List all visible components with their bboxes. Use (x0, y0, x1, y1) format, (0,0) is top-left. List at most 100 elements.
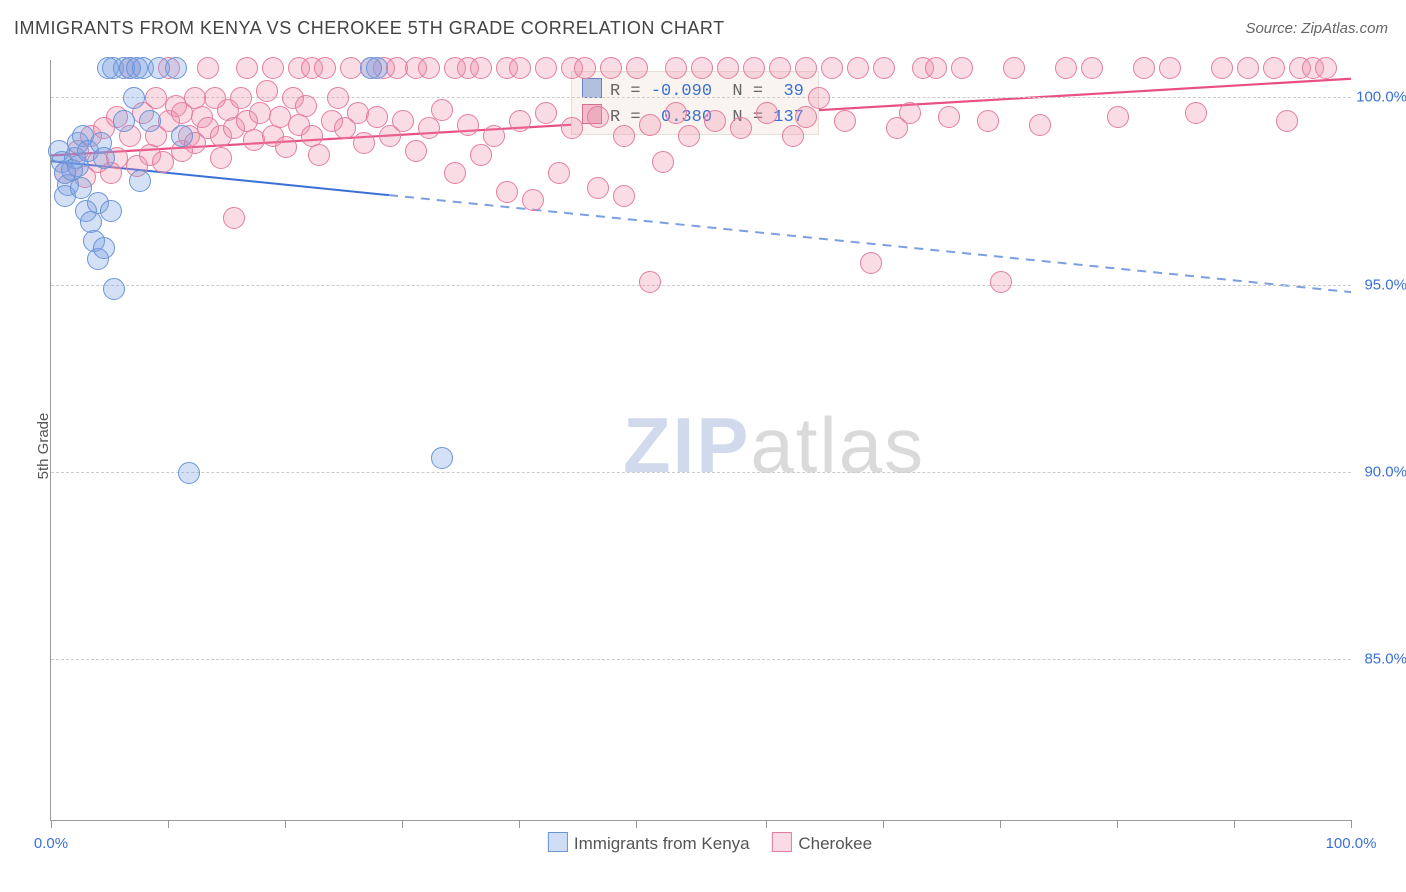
scatter-point-pink (308, 144, 330, 166)
scatter-point-pink (522, 189, 544, 211)
scatter-point-pink (704, 110, 726, 132)
scatter-point-pink (1315, 57, 1337, 79)
stats-legend-box: R = -0.090 N = 39R = 0.380 N = 137 (571, 71, 819, 135)
series-legend: Immigrants from Kenya Cherokee (530, 832, 872, 854)
scatter-point-blue (139, 110, 161, 132)
scatter-point-pink (353, 132, 375, 154)
x-tick (1234, 820, 1235, 828)
scatter-point-pink (327, 87, 349, 109)
scatter-point-pink (509, 57, 531, 79)
legend-label-b: Cherokee (798, 834, 872, 853)
scatter-point-pink (1276, 110, 1298, 132)
scatter-point-pink (1159, 57, 1181, 79)
x-tick (883, 820, 884, 828)
scatter-point-blue (113, 110, 135, 132)
scatter-point-pink (249, 102, 271, 124)
scatter-point-pink (262, 57, 284, 79)
scatter-point-pink (925, 57, 947, 79)
scatter-point-pink (418, 57, 440, 79)
y-tick-label: 85.0% (1355, 651, 1406, 668)
scatter-point-pink (847, 57, 869, 79)
chart-title: IMMIGRANTS FROM KENYA VS CHEROKEE 5TH GR… (14, 18, 725, 39)
scatter-point-pink (470, 57, 492, 79)
trend-lines-layer (51, 60, 1351, 820)
legend-swatch-pink (772, 832, 792, 852)
x-tick (519, 820, 520, 828)
scatter-point-pink (613, 125, 635, 147)
scatter-point-pink (1055, 57, 1077, 79)
y-tick-label: 90.0% (1355, 463, 1406, 480)
chart-plot-area: ZIPatlas R = -0.090 N = 39R = 0.380 N = … (50, 60, 1351, 821)
scatter-point-pink (236, 57, 258, 79)
scatter-point-pink (860, 252, 882, 274)
x-tick (168, 820, 169, 828)
x-tick-label: 100.0% (1326, 835, 1377, 852)
scatter-point-blue (178, 462, 200, 484)
scatter-point-pink (444, 162, 466, 184)
scatter-point-pink (256, 80, 278, 102)
gridline-y (51, 472, 1351, 473)
scatter-point-pink (834, 110, 856, 132)
scatter-point-pink (223, 207, 245, 229)
scatter-point-pink (509, 110, 531, 132)
scatter-point-pink (535, 57, 557, 79)
scatter-point-blue (100, 200, 122, 222)
scatter-point-pink (1237, 57, 1259, 79)
y-tick-label: 100.0% (1355, 89, 1406, 106)
scatter-point-pink (347, 102, 369, 124)
scatter-point-pink (230, 87, 252, 109)
scatter-point-pink (457, 114, 479, 136)
scatter-point-pink (977, 110, 999, 132)
scatter-point-pink (730, 117, 752, 139)
scatter-point-pink (821, 57, 843, 79)
scatter-point-pink (1211, 57, 1233, 79)
scatter-point-pink (1263, 57, 1285, 79)
scatter-point-pink (652, 151, 674, 173)
scatter-point-blue (93, 237, 115, 259)
x-tick (1000, 820, 1001, 828)
scatter-point-pink (496, 181, 518, 203)
scatter-point-pink (951, 57, 973, 79)
scatter-point-pink (613, 185, 635, 207)
scatter-point-pink (1185, 102, 1207, 124)
scatter-point-pink (483, 125, 505, 147)
scatter-point-blue (165, 57, 187, 79)
scatter-point-pink (782, 125, 804, 147)
x-tick (636, 820, 637, 828)
scatter-point-pink (990, 271, 1012, 293)
gridline-y (51, 659, 1351, 660)
scatter-point-pink (535, 102, 557, 124)
scatter-point-pink (1003, 57, 1025, 79)
x-tick (1351, 820, 1352, 828)
x-tick-label: 0.0% (34, 835, 68, 852)
scatter-point-pink (587, 106, 609, 128)
scatter-point-pink (1133, 57, 1155, 79)
y-tick-label: 95.0% (1355, 276, 1406, 293)
scatter-point-pink (145, 87, 167, 109)
scatter-point-pink (899, 102, 921, 124)
watermark: ZIPatlas (623, 400, 925, 491)
scatter-point-blue (431, 447, 453, 469)
scatter-point-pink (1107, 106, 1129, 128)
gridline-y (51, 285, 1351, 286)
x-tick (766, 820, 767, 828)
scatter-point-pink (314, 57, 336, 79)
scatter-point-pink (405, 140, 427, 162)
scatter-point-pink (938, 106, 960, 128)
x-tick (51, 820, 52, 828)
legend-swatch-blue (548, 832, 568, 852)
x-tick (1117, 820, 1118, 828)
scatter-point-pink (152, 151, 174, 173)
scatter-point-pink (639, 271, 661, 293)
scatter-point-pink (431, 99, 453, 121)
scatter-point-pink (808, 87, 830, 109)
scatter-point-pink (639, 114, 661, 136)
scatter-point-pink (1029, 114, 1051, 136)
legend-label-a: Immigrants from Kenya (574, 834, 750, 853)
scatter-point-blue (129, 170, 151, 192)
scatter-point-pink (295, 95, 317, 117)
scatter-point-pink (587, 177, 609, 199)
scatter-point-blue (103, 278, 125, 300)
scatter-point-pink (548, 162, 570, 184)
scatter-point-pink (392, 110, 414, 132)
